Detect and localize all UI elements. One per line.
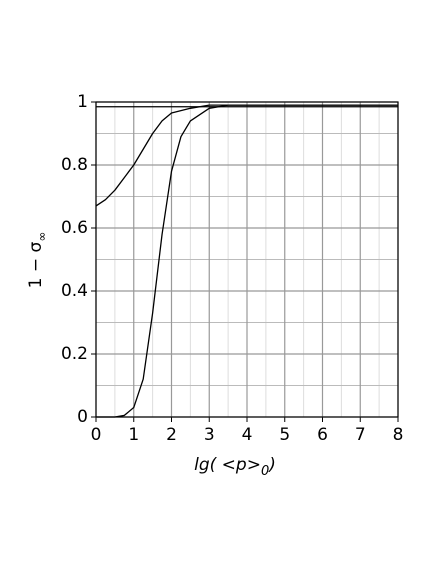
x-tick-label: 4 (242, 425, 253, 445)
x-label-main: lg( <p> (194, 455, 261, 475)
y-tick-label: 0.6 (61, 218, 88, 238)
y-axis-label: 1 − σ∞ (26, 232, 49, 289)
x-tick-label: 0 (91, 425, 102, 445)
x-axis-label: lg( <p>0) (194, 455, 276, 479)
y-label-sub: ∞ (35, 232, 49, 242)
x-tick-label: 5 (279, 425, 290, 445)
x-label-sub: 0 (261, 464, 269, 479)
x-tick-label: 7 (355, 425, 366, 445)
line-series (95, 104, 398, 207)
x-tick-label: 8 (393, 425, 404, 445)
y-tick-label: 1 (77, 92, 88, 112)
x-tick-label: 3 (204, 425, 215, 445)
plot-frame (95, 101, 399, 418)
x-tick-label: 2 (166, 425, 177, 445)
x-label-close: ) (267, 455, 276, 475)
line-series (96, 104, 398, 418)
x-tick-label: 6 (317, 425, 328, 445)
y-label-main: 1 − σ (26, 241, 46, 288)
x-tick-label: 1 (128, 425, 139, 445)
y-tick-label: 0 (77, 407, 88, 427)
y-tick-label: 0.2 (61, 344, 88, 364)
y-tick-label: 0.4 (61, 281, 88, 301)
y-tick-label: 0.8 (61, 155, 88, 175)
